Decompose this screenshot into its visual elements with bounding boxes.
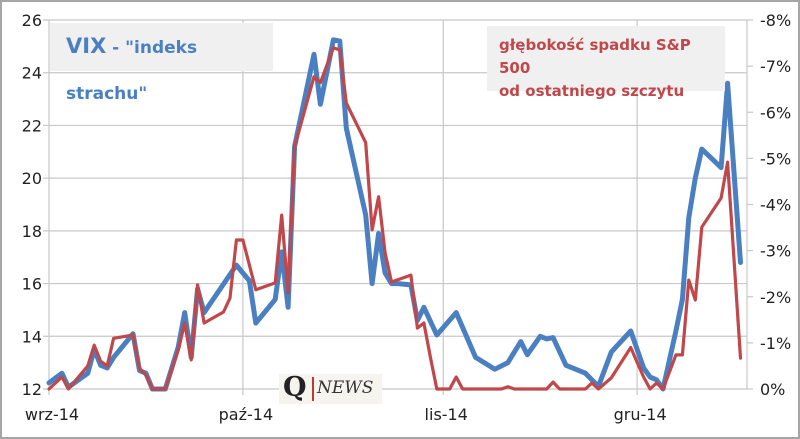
y-left-tick-label: 18 xyxy=(22,222,42,241)
legend-sp500-line1: głębokość spadku S&P 500 xyxy=(499,36,691,77)
y-right-tick-label: -5% xyxy=(760,149,791,168)
qnews-logo: Q NEWS xyxy=(279,372,382,404)
x-tick-label: paź-14 xyxy=(219,405,274,424)
x-tick-label: gru-14 xyxy=(614,405,667,424)
y-left-tick-label: 24 xyxy=(22,64,42,83)
y-right-tick-label: -8% xyxy=(760,11,791,30)
y-left-tick-label: 14 xyxy=(22,327,42,346)
axis-ticks: 12 14 16 18 20 22 24 26 0% -1% -2% -3% -4% -5% -6% -7% -… xyxy=(22,11,792,424)
y-right-tick-label: -6% xyxy=(760,103,791,122)
series-lines xyxy=(46,37,743,392)
x-tick-label: lis-14 xyxy=(425,405,468,424)
y-left-tick-label: 22 xyxy=(22,116,42,135)
legend-vix-main: VIX xyxy=(66,34,107,58)
legend-sp500: głębokość spadku S&P 500 od ostatniego s… xyxy=(487,26,725,100)
y-left-tick-label: 20 xyxy=(22,169,42,188)
y-right-tick-label: -7% xyxy=(760,57,791,76)
legend-vix-sub: - "indeks strachu" xyxy=(66,38,198,104)
y-right-tick-label: -4% xyxy=(760,196,791,215)
x-tick-label: wrz-14 xyxy=(25,405,79,424)
sp500-drawdown-line xyxy=(47,46,743,391)
y-left-tick-label: 16 xyxy=(22,275,42,294)
y-left-tick-label: 26 xyxy=(22,11,42,30)
legend-vix: VIX - "indeks strachu" xyxy=(50,23,273,104)
logo-news: NEWS xyxy=(317,378,374,398)
legend-sp500-line2: od ostatniego szczytu xyxy=(499,82,685,100)
y-right-tick-label: -2% xyxy=(760,288,791,307)
y-right-tick-label: -3% xyxy=(760,242,791,261)
logo-divider xyxy=(312,377,314,401)
y-right-tick-label: -1% xyxy=(760,334,791,353)
y-left-tick-label: 12 xyxy=(22,380,42,399)
logo-q: Q xyxy=(283,372,307,403)
y-right-tick-label: 0% xyxy=(760,380,785,399)
